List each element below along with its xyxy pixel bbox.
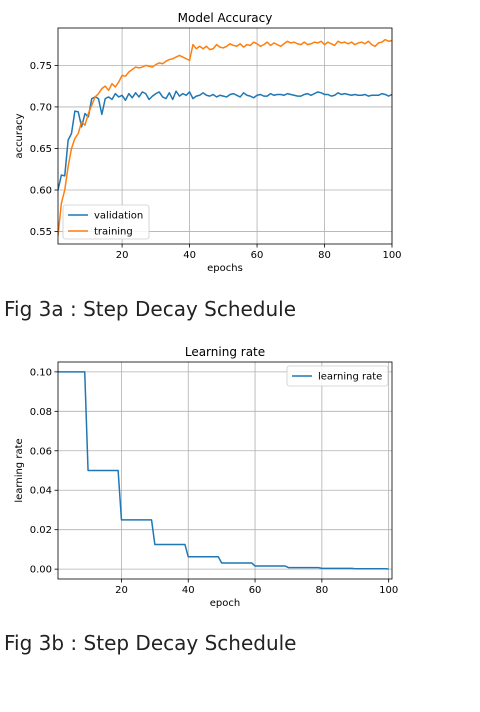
series-line-learning-rate bbox=[58, 371, 389, 570]
x-tick-label: 60 bbox=[249, 585, 262, 596]
x-tick-label: 100 bbox=[379, 585, 398, 596]
series-line-training bbox=[58, 38, 392, 236]
series-line-validation bbox=[58, 90, 392, 191]
y-tick-label: 0.70 bbox=[30, 102, 52, 113]
y-tick-label: 0.10 bbox=[30, 367, 52, 378]
legend-box bbox=[286, 365, 389, 387]
y-tick-label: 0.75 bbox=[30, 61, 52, 72]
legend: learning rate bbox=[286, 365, 389, 387]
y-axis-label: learning rate bbox=[14, 438, 25, 502]
x-tick-label: 20 bbox=[115, 585, 128, 596]
x-tick-label: 80 bbox=[318, 250, 331, 261]
plot-frame bbox=[57, 27, 393, 245]
legend: validation training bbox=[62, 204, 150, 240]
x-tick-label: 40 bbox=[182, 585, 195, 596]
figure-caption-3a: Fig 3a : Step Decay Schedule bbox=[4, 297, 297, 321]
y-tick-label: 0.00 bbox=[30, 565, 52, 576]
accuracy-chart: 20 40 60 80 100 0.55 0.60 0.65 0.70 0.75 Model Acc… bbox=[14, 11, 402, 274]
x-tick-label: 100 bbox=[382, 250, 401, 261]
y-tick-label: 0.65 bbox=[30, 144, 52, 155]
legend-label-validation: validation bbox=[94, 211, 143, 222]
chart-title: Model Accuracy bbox=[178, 11, 273, 25]
x-tick-label: 20 bbox=[116, 250, 129, 261]
figure-caption-3b: Fig 3b : Step Decay Schedule bbox=[4, 631, 297, 655]
chart-title: Learning rate bbox=[185, 345, 265, 359]
y-tick-label: 0.06 bbox=[30, 446, 52, 457]
x-tick-label: 40 bbox=[183, 250, 196, 261]
y-tick-label: 0.55 bbox=[30, 227, 52, 238]
y-axis-label: accuracy bbox=[14, 113, 25, 158]
y-tick-label: 0.04 bbox=[30, 486, 52, 497]
y-tick-label: 0.08 bbox=[30, 407, 52, 418]
x-tick-label: 80 bbox=[315, 585, 328, 596]
y-tick-label: 0.60 bbox=[30, 186, 52, 197]
x-tick-label: 60 bbox=[251, 250, 264, 261]
learning-rate-chart: 20 40 60 80 100 0.00 0.02 0.04 0.06 0.08 0.10 Learn… bbox=[14, 345, 398, 609]
legend-label-training: training bbox=[94, 227, 133, 238]
legend-label-learning-rate: learning rate bbox=[318, 372, 382, 383]
x-axis-label: epoch bbox=[210, 598, 240, 609]
plot-frame bbox=[57, 361, 393, 580]
y-tick-label: 0.02 bbox=[30, 525, 52, 536]
x-axis-label: epochs bbox=[207, 263, 243, 274]
